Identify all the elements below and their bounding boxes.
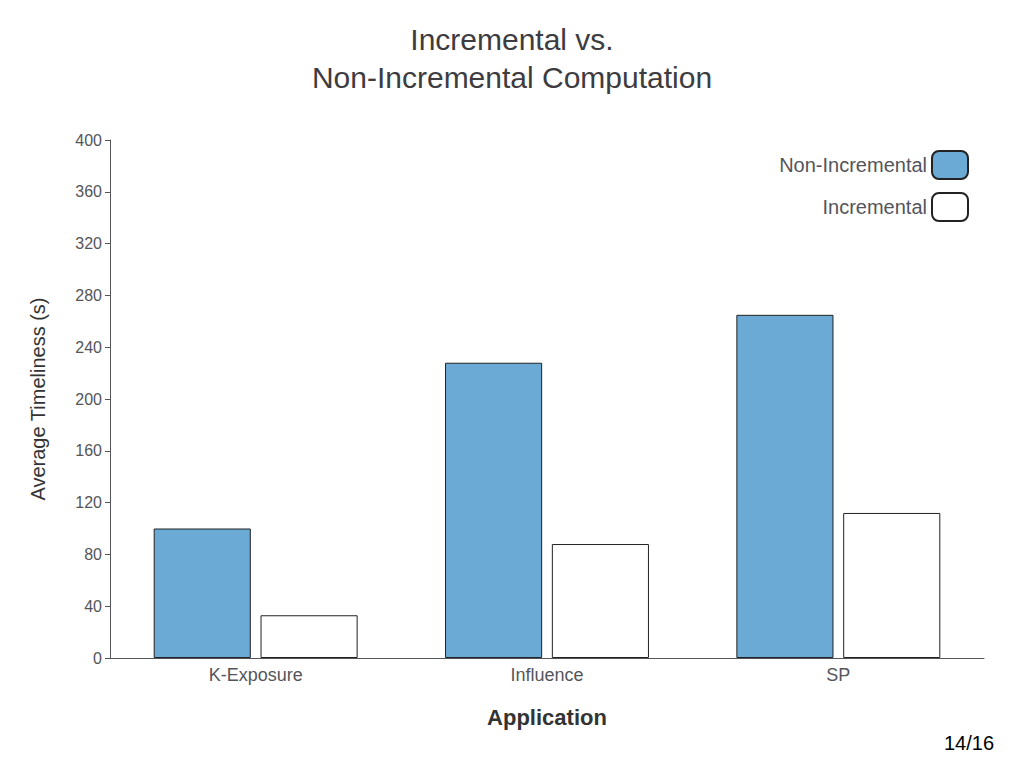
svg-text:0: 0	[93, 650, 102, 667]
svg-text:Incremental vs.: Incremental vs.	[410, 23, 613, 56]
svg-text:80: 80	[84, 546, 102, 563]
svg-text:Application: Application	[487, 705, 607, 730]
svg-text:Non-Incremental Computation: Non-Incremental Computation	[312, 61, 712, 94]
svg-text:Incremental: Incremental	[823, 196, 928, 218]
svg-text:Non-Incremental: Non-Incremental	[779, 154, 927, 176]
svg-text:SP: SP	[826, 665, 850, 685]
svg-text:14/16: 14/16	[944, 732, 994, 754]
svg-text:200: 200	[75, 391, 102, 408]
svg-text:240: 240	[75, 339, 102, 356]
svg-text:Average Timeliness (s): Average Timeliness (s)	[27, 297, 49, 500]
svg-text:160: 160	[75, 442, 102, 459]
svg-text:Influence: Influence	[510, 665, 583, 685]
svg-text:120: 120	[75, 494, 102, 511]
svg-text:360: 360	[75, 183, 102, 200]
svg-text:40: 40	[84, 598, 102, 615]
svg-text:320: 320	[75, 235, 102, 252]
svg-text:K-Exposure: K-Exposure	[209, 665, 303, 685]
svg-text:400: 400	[75, 132, 102, 149]
svg-text:280: 280	[75, 287, 102, 304]
